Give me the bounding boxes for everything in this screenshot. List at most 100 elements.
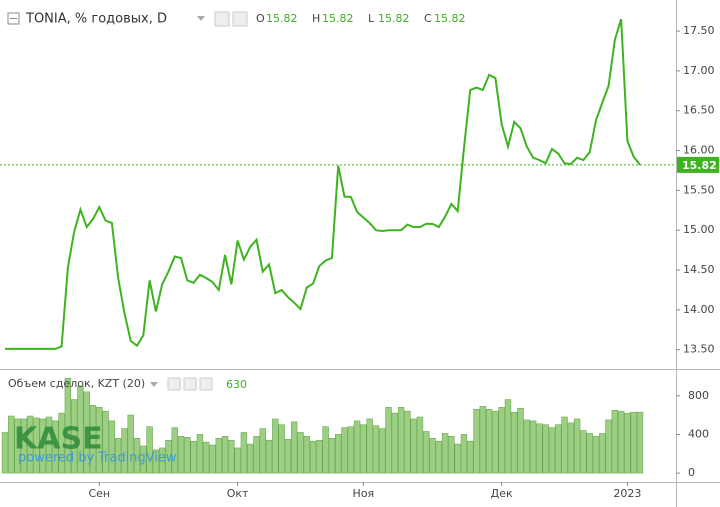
- y-tick-label: 14.00: [683, 303, 715, 316]
- volume-bar: [89, 405, 97, 474]
- volume-bar: [58, 412, 65, 474]
- y-tick-label: 14.50: [683, 263, 715, 276]
- volume-bar: [108, 420, 116, 474]
- volume-bar: [536, 423, 543, 474]
- volume-bar: [379, 428, 386, 474]
- volume-bar: [45, 416, 53, 474]
- volume-bar: [265, 439, 273, 474]
- volume-bar: [617, 410, 625, 474]
- volume-bar: [33, 417, 40, 474]
- volume-bar: [592, 436, 600, 474]
- volume-bar: [410, 418, 417, 474]
- volume-bar: [429, 437, 436, 474]
- x-tick-label: Ноя: [353, 487, 375, 500]
- ohlc-value: 15.82: [266, 12, 298, 25]
- volume-bar: [630, 411, 637, 474]
- volume-bar: [416, 416, 424, 474]
- volume-bar: [202, 441, 210, 474]
- volume-last-value: 630: [226, 378, 247, 391]
- volume-bar: [467, 440, 474, 474]
- volume-bar: [177, 436, 185, 474]
- settings-icon[interactable]: [183, 377, 197, 391]
- ohlc-label: L: [368, 12, 375, 25]
- volume-bar: [347, 426, 354, 474]
- x-tick-label: 2023: [613, 487, 641, 500]
- volume-bar: [423, 431, 430, 474]
- volume-bar: [26, 415, 34, 474]
- volume-bar: [555, 424, 562, 474]
- eye-icon[interactable]: [167, 377, 181, 391]
- watermark-brand: TradingView: [97, 451, 177, 466]
- volume-bar: [473, 408, 480, 474]
- plot: 13.50 14.00 14.50 15.00 15.50 16.00 16.50 17.00…: [0, 18, 719, 500]
- volume-bar: [196, 434, 204, 474]
- x-tick-label: Дек: [491, 487, 513, 500]
- volume-bar: [297, 432, 304, 474]
- volume-bar: [573, 418, 581, 474]
- volume-bar: [246, 443, 254, 474]
- y-tick-label: 800: [688, 389, 709, 402]
- volume-bar: [221, 436, 229, 474]
- settings-icon[interactable]: [232, 11, 248, 27]
- volume-bar: [158, 447, 166, 474]
- volume-bar: [70, 399, 78, 474]
- volume-bar: [611, 409, 619, 474]
- y-tick-label: 400: [688, 427, 709, 440]
- y-tick-label: 0: [688, 466, 695, 479]
- volume-bar: [215, 437, 222, 474]
- volume-bar: [523, 419, 531, 474]
- volume-bar: [20, 418, 28, 474]
- volume-bar: [303, 436, 310, 474]
- volume-title: Объем сделок, KZT (20): [8, 377, 145, 390]
- y-tick-label: 17.50: [683, 24, 715, 37]
- chart-title: TONIA, % годовых, D: [25, 12, 167, 27]
- volume-bar: [121, 428, 128, 474]
- volume-bar: [165, 439, 172, 474]
- volume-bar: [77, 385, 84, 474]
- y-tick-label: 17.00: [683, 64, 715, 77]
- ohlc: O 15.82 H 15.82 L 15.82 C 15.82: [256, 12, 466, 25]
- volume-bar: [291, 421, 298, 474]
- volume-bar: [52, 420, 59, 474]
- volume-bar: [485, 408, 493, 474]
- volume-bar: [504, 399, 512, 474]
- volume-bar: [448, 436, 455, 474]
- watermark-logo: KASE: [14, 422, 103, 457]
- volume-bar: [328, 437, 336, 474]
- volume-bar: [548, 427, 556, 474]
- volume-bar: [140, 445, 147, 474]
- volume-bar: [580, 430, 587, 474]
- collapse-icon[interactable]: [7, 12, 20, 25]
- volume-bar: [460, 434, 468, 474]
- x-tick-label: Сен: [88, 487, 110, 500]
- price-line: [5, 18, 641, 350]
- volume-bar: [511, 411, 518, 474]
- volume-bar: [240, 432, 248, 474]
- ohlc-label: C: [424, 12, 432, 25]
- volume-bar: [498, 407, 505, 474]
- volume-bar: [435, 440, 443, 474]
- volume-bar: [360, 424, 367, 474]
- volume-bar: [454, 443, 461, 474]
- volume-bar: [102, 410, 109, 474]
- volume-bar: [605, 419, 612, 474]
- volume-bar: [190, 440, 197, 474]
- volume-bar: [636, 411, 644, 474]
- dropdown-icon[interactable]: [197, 16, 205, 21]
- close-icon[interactable]: [199, 377, 213, 391]
- volume-bar: [441, 433, 449, 474]
- volume-bar: [259, 428, 266, 474]
- eye-icon[interactable]: [214, 11, 230, 27]
- ohlc-label: O: [256, 12, 265, 25]
- ohlc-label: H: [312, 12, 320, 25]
- volume-bar: [479, 406, 487, 474]
- volume-bar: [385, 407, 392, 474]
- volume-bar: [567, 422, 575, 474]
- y-tick-label: 16.50: [683, 104, 715, 117]
- y-tick-label: 13.50: [683, 343, 715, 356]
- volume-bar: [272, 418, 279, 474]
- dropdown-icon[interactable]: [150, 382, 158, 387]
- last-price-label: 15.82: [682, 159, 717, 172]
- volume-bar: [234, 447, 241, 474]
